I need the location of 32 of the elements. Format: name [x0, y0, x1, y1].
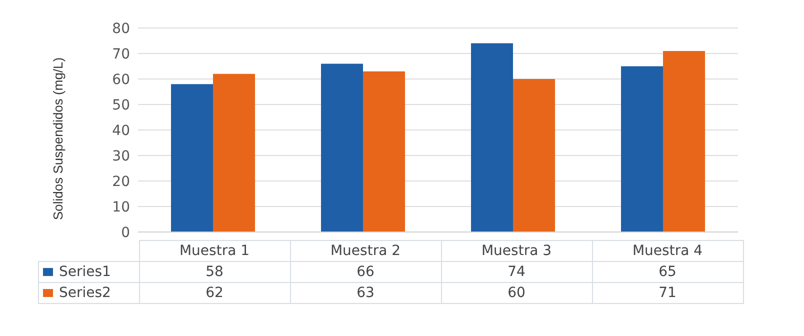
y-tick-label: 80 [112, 20, 130, 37]
data-label: 71 [592, 282, 743, 304]
x-tick-label: Muestra 2 [290, 240, 441, 262]
bar [363, 71, 405, 232]
x-tick-label: Muestra 4 [592, 240, 743, 262]
data-label: 65 [592, 262, 743, 282]
bar [213, 74, 255, 232]
bar [171, 84, 213, 232]
data-label: 74 [441, 262, 592, 282]
x-tick-label: Muestra 1 [139, 240, 290, 262]
bar [471, 43, 513, 232]
y-tick-label: 60 [112, 72, 130, 88]
bar [513, 79, 555, 232]
data-label: 62 [139, 282, 290, 304]
y-tick-label: 10 [112, 199, 130, 216]
legend-label: Series1 [38, 262, 139, 282]
y-tick-label: 40 [112, 122, 130, 139]
y-axis-title: Solidos Suspendidos (mg/L) [50, 57, 66, 220]
data-label: 58 [139, 262, 290, 282]
data-label: 60 [441, 282, 592, 304]
bar [321, 64, 363, 232]
y-tick-label: 50 [112, 97, 130, 114]
legend-label: Series2 [38, 282, 139, 304]
data-label: 63 [290, 282, 441, 304]
y-tick-label: 70 [112, 46, 130, 62]
y-tick-label: 30 [112, 148, 130, 164]
y-tick-label: 20 [112, 174, 130, 190]
y-tick-label: 0 [121, 224, 130, 241]
data-label: 66 [290, 262, 441, 282]
x-tick-label: Muestra 3 [441, 240, 592, 262]
bar [621, 66, 663, 232]
bar [663, 50, 705, 232]
